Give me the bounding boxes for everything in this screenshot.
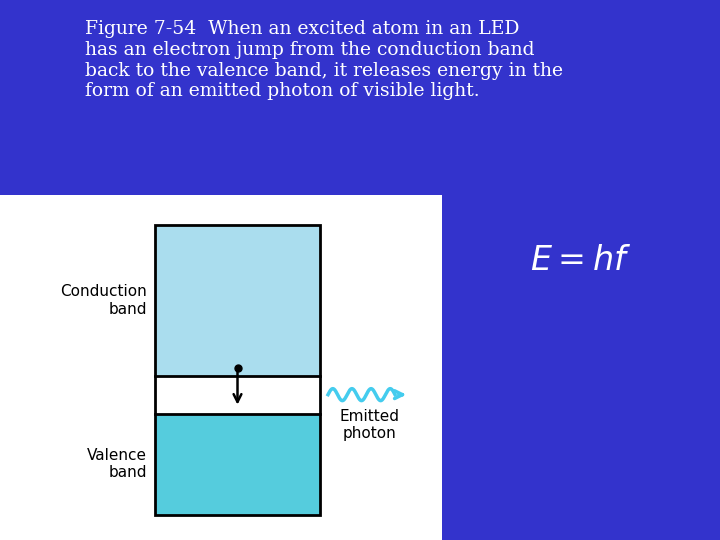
Text: Emitted
photon: Emitted photon — [340, 409, 400, 441]
Bar — [155, 414, 320, 515]
Bar — [155, 376, 320, 414]
Text: Conduction
band: Conduction band — [60, 284, 147, 316]
Text: $E = hf$: $E = hf$ — [531, 245, 631, 277]
Bar — [0, 195, 442, 540]
Text: Valence
band: Valence band — [87, 448, 147, 481]
Text: Figure 7-54  When an excited atom in an LED
has an electron jump from the conduc: Figure 7-54 When an excited atom in an L… — [85, 20, 563, 100]
Bar — [155, 225, 320, 376]
Bar — [155, 225, 320, 515]
